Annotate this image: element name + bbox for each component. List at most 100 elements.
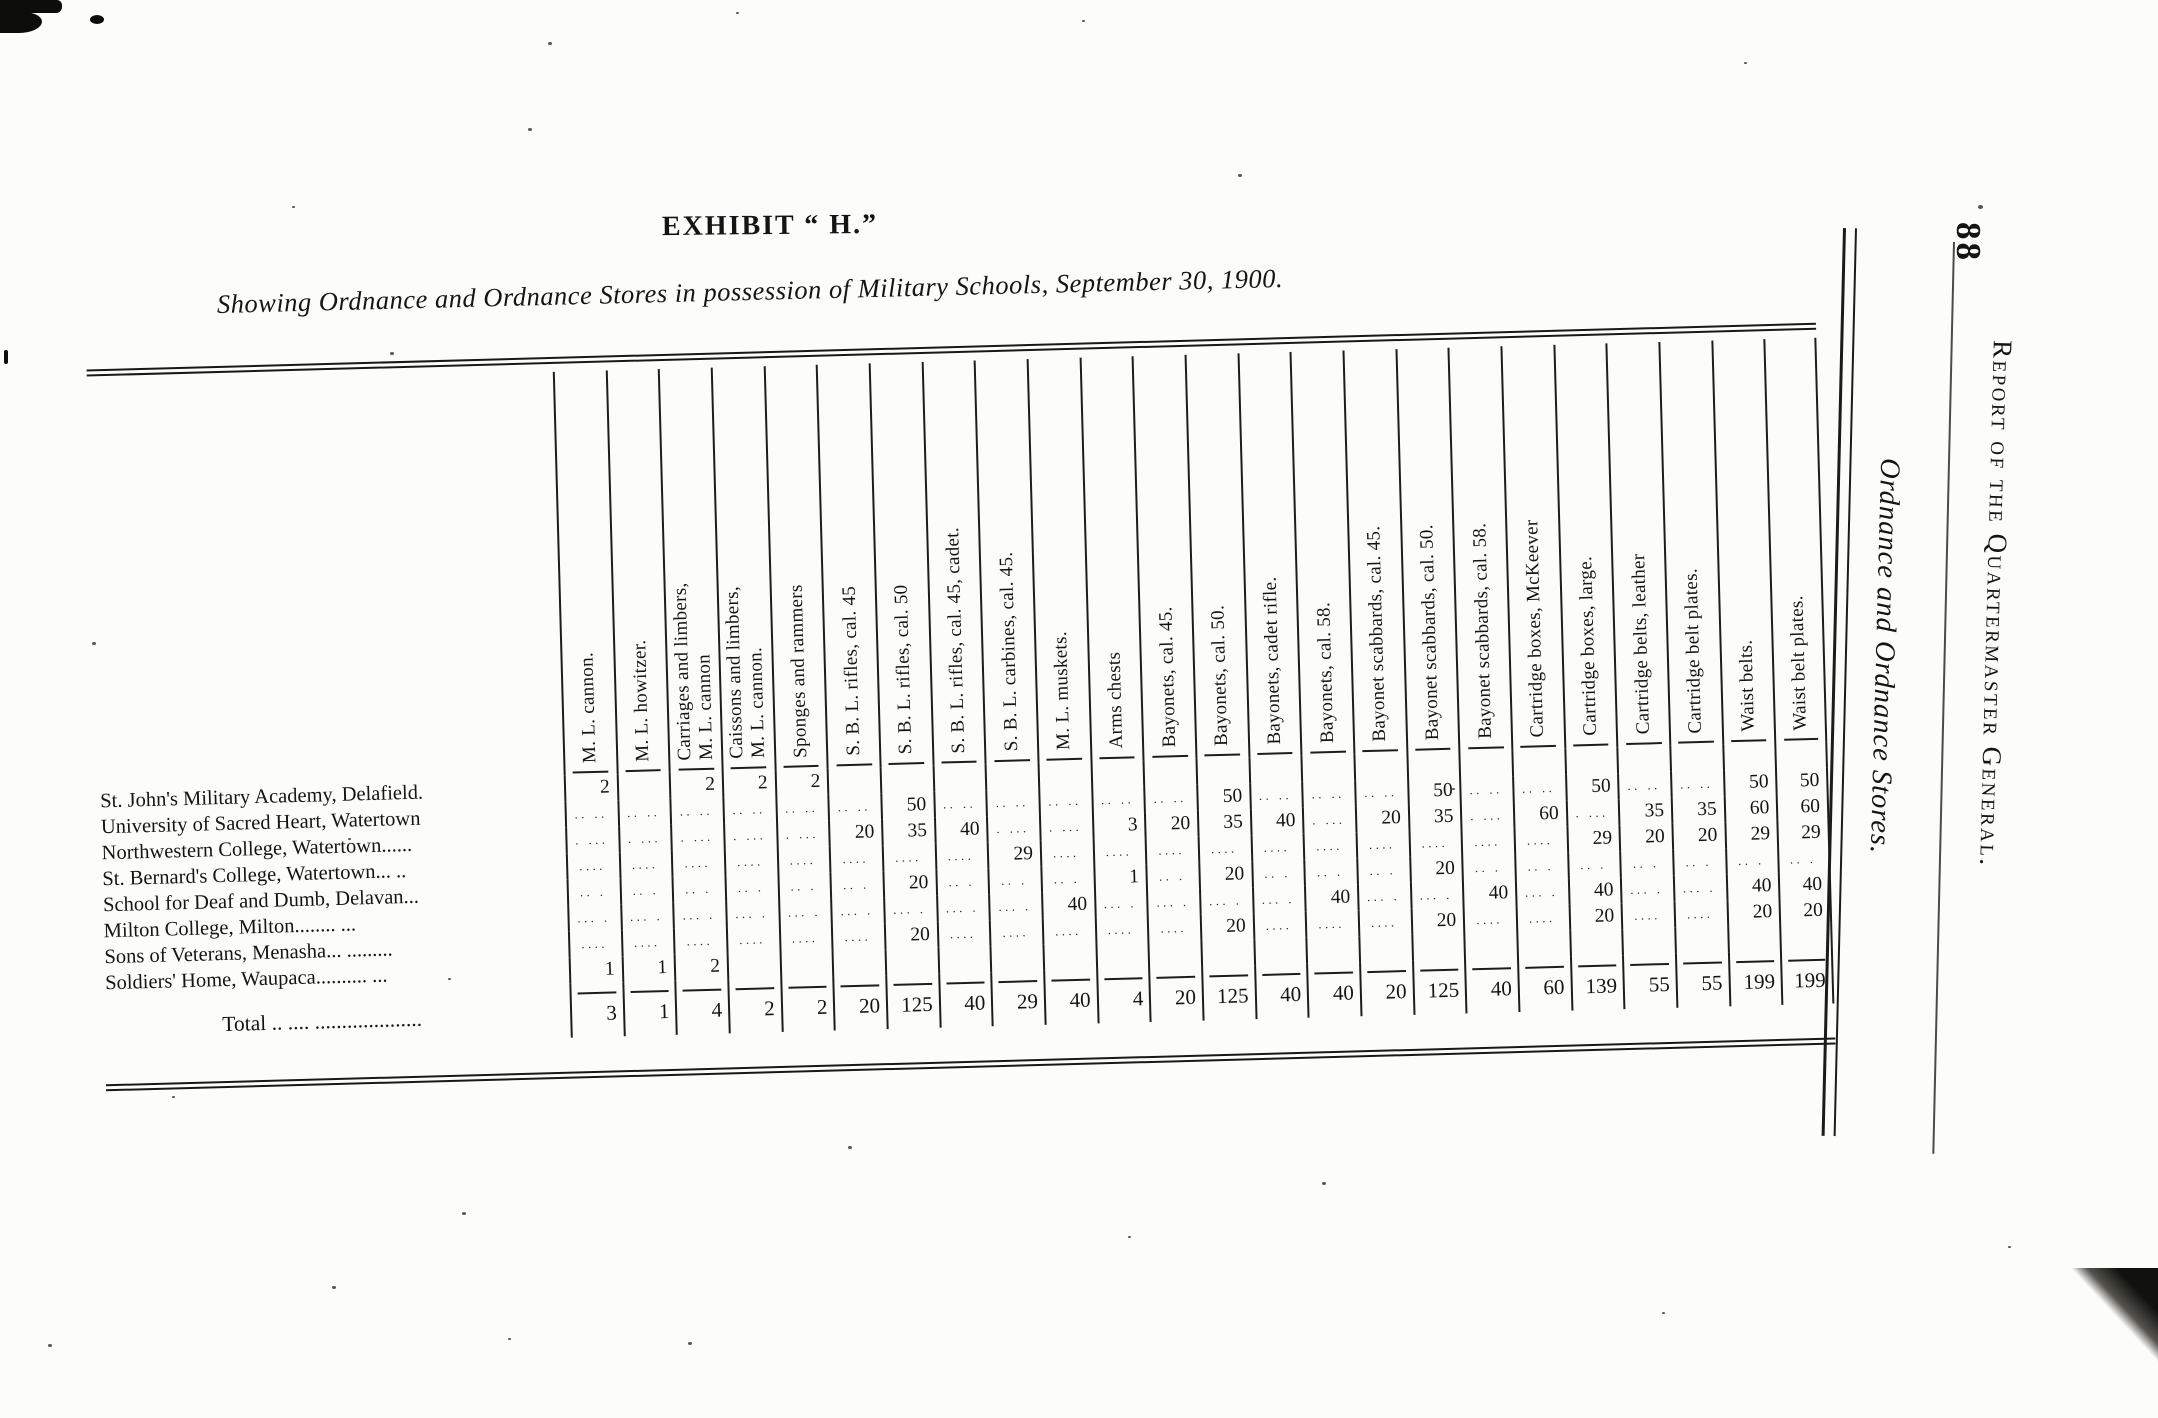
table-cell-empty: .. .	[935, 868, 989, 896]
table-cell-empty: ....	[989, 918, 1043, 947]
table-cell: 1	[568, 956, 622, 984]
table-cell: 3	[1091, 812, 1145, 840]
table-cell: 35	[1670, 796, 1725, 824]
table-cell-empty: ... .	[777, 898, 832, 927]
total-cell: 40	[1464, 958, 1519, 1014]
scan-speck	[1978, 205, 1983, 209]
table-cell: 50	[1564, 773, 1619, 801]
table-cell-empty: ....	[831, 923, 885, 951]
table-cell-empty: ....	[618, 850, 672, 879]
table-cell-empty: . ...	[1038, 813, 1093, 841]
table-cell-empty: .. ..	[1512, 774, 1566, 803]
scan-speck	[292, 206, 295, 208]
table-cell-empty: .. .	[1461, 854, 1515, 882]
scan-speck	[848, 1146, 852, 1149]
table-cell: 20	[1618, 823, 1673, 852]
table-cell-empty: . ...	[1565, 799, 1619, 827]
table-cell-empty	[937, 946, 991, 974]
table-cell: 60	[1776, 793, 1830, 821]
table-cell: 40	[1567, 877, 1621, 905]
table-cell-empty: ....	[1460, 828, 1515, 856]
table-cell-empty: ....	[1250, 833, 1304, 862]
table-cell-empty: ....	[936, 920, 990, 948]
table-cell-empty: ... .	[883, 895, 937, 924]
table-cell: 20	[883, 921, 938, 950]
table-cell-empty: ....	[1147, 914, 1201, 943]
table-cell-empty	[1516, 930, 1570, 959]
table-cell-empty: ....	[673, 927, 727, 955]
table-cell-empty: .. .	[1250, 859, 1305, 888]
table-cell: 2	[721, 770, 775, 798]
table-cell-empty	[1616, 745, 1671, 774]
table-cell: 29	[986, 840, 1041, 869]
scan-speck	[92, 642, 96, 645]
table-cell-empty: ... .	[1199, 887, 1253, 915]
scan-speck	[1452, 788, 1455, 790]
table-cell: 20	[1410, 907, 1464, 935]
table-cell-empty: ... .	[567, 904, 621, 932]
table-cell: 20	[1199, 913, 1254, 941]
table-cell-empty	[1410, 933, 1465, 961]
table-cell-empty: . ...	[1460, 802, 1514, 830]
table-cell-empty	[1406, 751, 1460, 779]
table-cell-empty: .. .	[777, 872, 831, 901]
table-cell-empty	[1511, 748, 1565, 777]
scan-speck	[48, 1344, 52, 1347]
total-cell: 4	[1095, 968, 1150, 1024]
table-cell-empty	[1568, 929, 1623, 957]
total-cell: 20	[832, 975, 887, 1031]
table-cell: 29	[1566, 825, 1620, 853]
table-cell-empty	[1300, 754, 1355, 782]
margin-rule-thin	[1932, 242, 1955, 1154]
table-cell-empty	[726, 952, 780, 980]
scan-speck	[172, 1096, 175, 1098]
total-cell: 125	[1411, 959, 1466, 1015]
scan-speck	[1082, 20, 1085, 22]
total-cell: 40	[937, 972, 992, 1028]
table-cell-empty: ....	[1252, 911, 1306, 940]
scan-speck	[448, 978, 451, 980]
table-cell-empty: ....	[1513, 826, 1567, 855]
table-cell-empty: ....	[1408, 829, 1462, 857]
total-cell: 2	[727, 977, 782, 1034]
column-header: Waist belt plates.	[1763, 337, 1828, 744]
table-cell-empty: ....	[881, 843, 936, 872]
table-cell-empty	[884, 947, 938, 976]
table-cell: 35	[1618, 797, 1672, 826]
table-cell: 20	[1144, 810, 1198, 839]
table-cell-empty	[1248, 755, 1302, 784]
scan-artifact	[4, 350, 8, 364]
table-cell-empty	[1090, 760, 1144, 788]
total-cell: 199	[1727, 950, 1782, 1007]
table-cell-empty	[1669, 744, 1723, 772]
table-cell-empty	[1779, 923, 1833, 951]
scan-artifact	[2072, 1268, 2158, 1418]
table-cell-empty: ....	[1357, 908, 1411, 937]
scan-speck	[548, 42, 552, 45]
table-cell-empty: .. ..	[1248, 781, 1303, 810]
table-cell-empty: ... .	[619, 902, 674, 931]
scan-speck	[1238, 174, 1242, 177]
table-cell-empty: ....	[620, 928, 674, 957]
table-cell: 20	[828, 819, 882, 847]
table-cell-empty: ... .	[1620, 875, 1674, 904]
scan-speck	[348, 838, 351, 840]
table-cell-empty: .. .	[1356, 856, 1410, 885]
table-cell: 40	[1778, 871, 1832, 899]
total-cell: 139	[1569, 955, 1624, 1011]
table-cell-empty: ... .	[830, 897, 884, 925]
scan-speck	[528, 128, 532, 131]
table-cell-empty: ....	[1673, 900, 1727, 928]
table-cell-empty: ... .	[988, 892, 1042, 921]
total-cell: 125	[1201, 965, 1256, 1021]
scan-speck	[1322, 1182, 1326, 1185]
table-cell-empty: ....	[778, 924, 832, 953]
total-cell: 29	[990, 970, 1045, 1027]
table-cell-empty	[1195, 757, 1249, 785]
table-cell: 60	[1723, 794, 1777, 823]
margin-rule-double	[1821, 228, 1857, 1137]
table-cell-empty	[1621, 927, 1675, 956]
table-cell-empty: .. ..	[827, 793, 882, 821]
table-cell-empty: .. ..	[564, 800, 618, 828]
table-cell-empty: ....	[1041, 917, 1096, 945]
